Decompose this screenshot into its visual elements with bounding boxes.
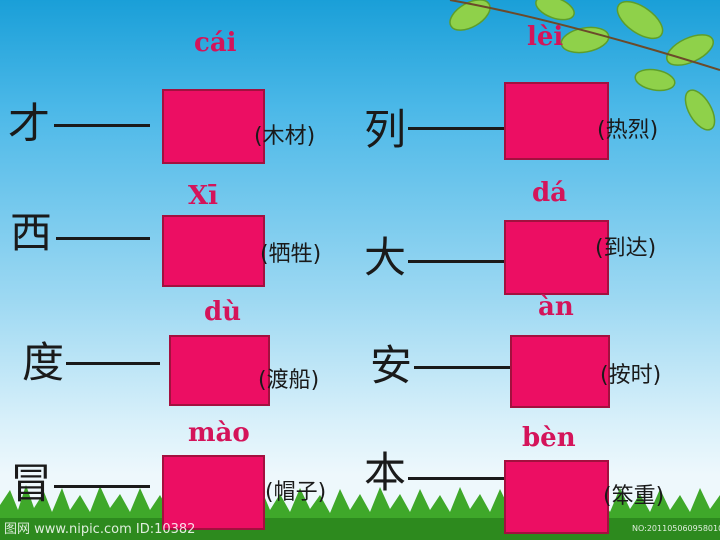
char-du: 度: [22, 338, 65, 387]
answer-box-5[interactable]: [504, 82, 609, 160]
dash-line: [408, 260, 504, 263]
dash-line: [54, 485, 150, 488]
pinyin-an: àn: [538, 292, 574, 322]
char-an: 安: [370, 341, 413, 390]
word-maozi: (帽子): [265, 480, 327, 505]
pinyin-ben: bèn: [522, 423, 576, 453]
dash-line: [408, 127, 504, 130]
char-lie: 列: [364, 105, 407, 154]
pinyin-mao: mào: [188, 418, 250, 448]
answer-box-1[interactable]: [162, 89, 265, 164]
pinyin-cai: cái: [194, 28, 237, 58]
dash-line: [56, 237, 150, 240]
word-duchuan: (渡船): [258, 368, 320, 393]
dash-line: [408, 477, 504, 480]
pinyin-xi: Xī: [188, 181, 219, 211]
watermark-left: 图网 www.nipic.com ID:10382: [4, 522, 196, 537]
char-cai: 才: [8, 99, 51, 148]
char-da: 大: [364, 233, 407, 282]
answer-box-3[interactable]: [169, 335, 270, 406]
pinyin-lie: lèi: [527, 22, 564, 52]
word-daoda: (到达): [595, 236, 657, 261]
dash-line: [66, 362, 160, 365]
char-ben: 本: [364, 448, 407, 497]
answer-box-4[interactable]: [162, 455, 265, 530]
dash-line: [54, 124, 150, 127]
answer-box-6[interactable]: [504, 220, 609, 295]
char-mao: 冒: [10, 459, 53, 508]
word-benzhong: (笨重): [603, 484, 665, 509]
answer-box-2[interactable]: [162, 215, 265, 287]
pinyin-du: dù: [204, 297, 242, 327]
word-relie: (热烈): [597, 118, 659, 143]
watermark-right: NO:20110506095801085: [632, 524, 720, 533]
word-xisheng: (牺牲): [260, 242, 322, 267]
answer-box-8[interactable]: [504, 460, 609, 534]
char-xi: 西: [10, 208, 53, 257]
pinyin-da: dá: [532, 178, 568, 208]
dash-line: [414, 366, 510, 369]
word-anshi: (按时): [600, 363, 662, 388]
answer-box-7[interactable]: [510, 335, 610, 408]
word-mucai: (木材): [254, 124, 316, 149]
